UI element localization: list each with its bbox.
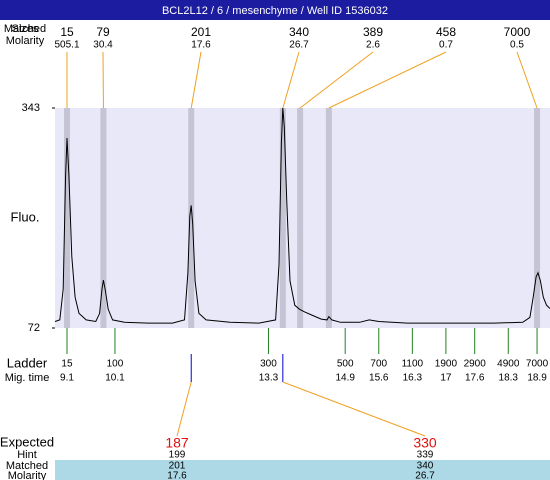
- ladder-size: 15: [61, 359, 73, 370]
- molarity-label: Molarity: [8, 470, 47, 480]
- ladder-time: 16.3: [403, 373, 423, 384]
- sizes-label: Sizes: [12, 23, 39, 35]
- expected-connector: [282, 381, 426, 437]
- ladder-label: Ladder: [7, 355, 48, 370]
- y-tick-label: 72: [28, 322, 40, 334]
- peak-size: 79: [96, 25, 110, 39]
- expected-label: Expected: [0, 434, 54, 449]
- ladder-time: 9.1: [60, 373, 74, 384]
- ladder-time: 15.6: [369, 373, 389, 384]
- ladder-size: 7000: [526, 359, 549, 370]
- peak-band: [325, 108, 332, 328]
- peak-molarity: 505.1: [54, 40, 79, 51]
- peak-size: 458: [436, 25, 456, 39]
- matched-label: Matched: [6, 460, 48, 472]
- peak-band: [188, 108, 195, 328]
- ladder-time: 10.1: [105, 373, 125, 384]
- ladder-size: 700: [370, 359, 387, 370]
- matched-size: 340: [417, 461, 434, 472]
- ladder-time: 13.3: [259, 373, 279, 384]
- ladder-size: 2900: [464, 359, 487, 370]
- matched-size: 201: [169, 461, 186, 472]
- peak-connector: [516, 51, 538, 109]
- expected-connector: [176, 381, 192, 437]
- peak-size: 340: [289, 25, 309, 39]
- hint-size: 199: [169, 450, 186, 461]
- peak-connector: [328, 51, 447, 109]
- expected-size: 187: [165, 435, 189, 451]
- ladder-size: 500: [337, 359, 354, 370]
- matched-row-bg: [55, 460, 550, 480]
- ladder-time: 17: [440, 373, 452, 384]
- peak-molarity: 30.4: [93, 40, 113, 51]
- y-tick-label: 343: [22, 102, 40, 114]
- y-label: Fluo.: [11, 209, 40, 224]
- peak-connector: [299, 51, 374, 109]
- title: BCL2L12 / 6 / mesenchyme / Well ID 15360…: [162, 5, 388, 17]
- peak-molarity: 0.5: [510, 40, 524, 51]
- ladder-time: 14.9: [335, 373, 355, 384]
- peak-molarity: 26.7: [289, 40, 309, 51]
- hint-size: 339: [417, 450, 434, 461]
- ladder-time: 17.6: [465, 373, 485, 384]
- ladder-size: 100: [107, 359, 124, 370]
- peak-size: 15: [60, 25, 74, 39]
- matched-label: Matched: [4, 23, 46, 35]
- ladder-size: 1900: [435, 359, 458, 370]
- peak-band: [534, 108, 541, 328]
- peak-molarity: 2.6: [366, 40, 380, 51]
- peak-size: 7000: [504, 25, 531, 39]
- peak-band: [63, 108, 70, 328]
- mig-time-label: Mig. time: [5, 372, 50, 384]
- ladder-size: 300: [260, 359, 277, 370]
- peak-connector: [190, 51, 202, 109]
- peak-molarity: 17.6: [191, 40, 211, 51]
- title-bar: [0, 0, 550, 20]
- ladder-size: 1100: [402, 359, 424, 370]
- ladder-time: 18.9: [527, 373, 547, 384]
- expected-size: 330: [413, 435, 437, 451]
- peak-molarity: 0.7: [439, 40, 453, 51]
- ladder-size: 4900: [497, 359, 520, 370]
- peak-band: [297, 108, 304, 328]
- matched-molarity: 17.6: [167, 471, 187, 480]
- matched-molarity: 26.7: [415, 471, 435, 480]
- peak-connector: [282, 51, 300, 109]
- peak-size: 389: [363, 25, 383, 39]
- trace: [54, 107, 550, 324]
- molarity-label: Molarity: [6, 35, 45, 47]
- peak-size: 201: [191, 25, 211, 39]
- hint-label: Hint: [17, 449, 37, 461]
- ladder-time: 18.3: [499, 373, 519, 384]
- peak-band: [100, 108, 107, 328]
- peak-band: [279, 108, 286, 328]
